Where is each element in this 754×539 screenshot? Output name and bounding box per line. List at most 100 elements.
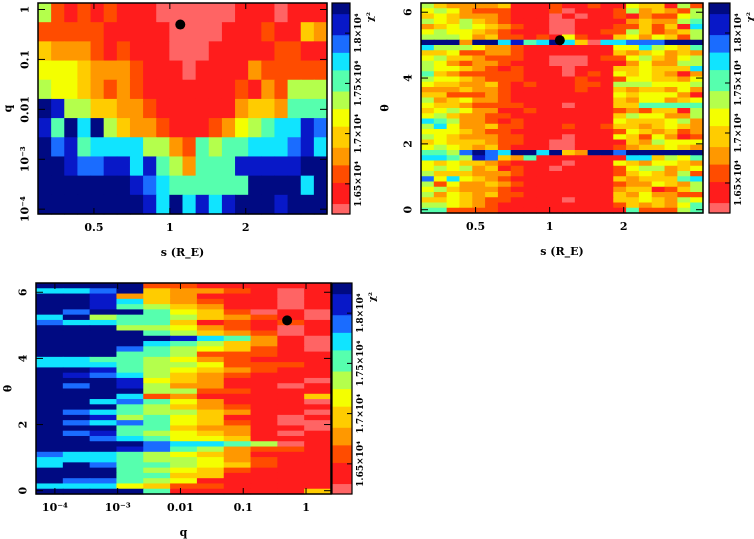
heatmap-cell <box>89 362 118 369</box>
heatmap-cell <box>90 137 105 158</box>
heatmap-cell <box>446 50 461 57</box>
heatmap-cell <box>562 123 576 130</box>
heatmap-cell <box>587 8 602 15</box>
heatmap-cell <box>62 304 91 310</box>
heatmap-cell <box>446 123 461 130</box>
y-tick-label: 0 <box>17 487 30 495</box>
heatmap-cell <box>523 165 537 172</box>
colorbar-swatch <box>332 381 352 386</box>
heatmap-cell <box>36 420 64 427</box>
heatmap-cell <box>536 55 550 62</box>
heatmap-cell <box>250 319 278 326</box>
heatmap-cell <box>459 129 473 135</box>
heatmap-cell <box>143 451 171 458</box>
heatmap-cell <box>196 288 225 295</box>
heatmap-cell <box>446 39 461 46</box>
heatmap-cell <box>116 156 131 177</box>
heatmap-cell <box>36 399 64 405</box>
heatmap-cell <box>549 24 563 30</box>
heatmap-cell <box>523 102 537 109</box>
heatmap-cell <box>170 414 198 421</box>
heatmap-cell <box>116 293 144 300</box>
x-tick-label: 0.1 <box>234 501 253 514</box>
heatmap-cell <box>459 144 473 151</box>
heatmap-cell <box>651 134 666 141</box>
heatmap-cell <box>638 202 653 209</box>
heatmap-cell <box>523 192 537 198</box>
heatmap-cell <box>221 118 236 138</box>
heatmap-cell <box>549 129 563 135</box>
heatmap-cell <box>77 41 92 62</box>
heatmap-cell <box>277 441 305 448</box>
heatmap-cell <box>156 3 170 23</box>
heatmap-cell <box>690 81 704 88</box>
heatmap-cell <box>421 144 435 151</box>
heatmap-cell <box>143 325 171 332</box>
heatmap-cell <box>250 304 278 310</box>
heatmap-cell <box>485 150 499 156</box>
heatmap-cell <box>304 388 332 395</box>
heatmap-cell <box>62 367 91 374</box>
y-tick-label: 10⁻³ <box>19 146 32 172</box>
heatmap-cell <box>433 134 448 141</box>
heatmap-cell <box>497 60 512 67</box>
heatmap-cell <box>472 45 486 51</box>
heatmap-cell <box>472 76 486 83</box>
heatmap-cell <box>574 113 589 120</box>
heatmap-cell <box>250 420 278 427</box>
heatmap-cell <box>510 102 525 109</box>
heatmap-cell <box>613 123 627 130</box>
heatmap-cell <box>170 404 198 411</box>
heatmap-cell <box>600 60 614 67</box>
heatmap-cell <box>170 457 198 463</box>
heatmap-cell <box>51 60 65 81</box>
heatmap-cell <box>304 472 332 479</box>
heatmap-cell <box>651 60 666 67</box>
colorbar-swatch <box>332 437 352 442</box>
heatmap-cell <box>677 8 691 15</box>
heatmap-cell <box>36 330 64 337</box>
y-tick-label: 1 <box>19 6 32 14</box>
heatmap-cell <box>690 155 704 162</box>
heatmap-cell <box>459 197 473 204</box>
heatmap-cell <box>651 13 666 20</box>
plot-theta-vs-q: 10⁻⁴ 10⁻³ 0.01 0.1 1 0 2 4 6 q θ 1.65×10⁴ 1.7×10⁴ 1.7… <box>0 270 377 539</box>
heatmap-cell <box>250 483 278 490</box>
heatmap-cell <box>89 283 118 289</box>
colorbar-frame <box>331 282 353 495</box>
heatmap-cell <box>562 92 576 99</box>
heatmap-cell <box>250 335 278 342</box>
heatmap-cell <box>170 330 198 337</box>
heatmap-cell <box>304 425 332 432</box>
heatmap-cell <box>562 97 576 104</box>
heatmap-cell <box>196 404 225 411</box>
heatmap-cell <box>51 79 65 100</box>
heatmap-cell <box>62 309 91 316</box>
heatmap-cell <box>196 319 225 326</box>
heatmap-cell <box>626 139 640 146</box>
heatmap-cell <box>626 160 640 167</box>
heatmap-cell <box>485 92 499 99</box>
heatmap-cell <box>587 123 602 130</box>
heatmap-cell <box>208 22 223 42</box>
heatmap-cell <box>277 383 305 390</box>
y-tick-label: 0.1 <box>19 50 32 69</box>
heatmap-cell <box>562 50 576 57</box>
heatmap-cell <box>459 29 473 36</box>
colorbar-swatch <box>332 83 350 88</box>
heatmap-cell <box>600 129 614 135</box>
heatmap-cell <box>250 472 278 479</box>
heatmap-cell <box>626 50 640 57</box>
heatmap-cell <box>433 97 448 104</box>
heatmap-cell <box>36 388 64 395</box>
colorbar-swatch <box>709 31 730 36</box>
colorbar-swatch <box>332 45 350 50</box>
heatmap-cell <box>196 341 225 347</box>
heatmap-cell <box>446 102 461 109</box>
heatmap-cell <box>600 186 614 193</box>
heatmap-cell <box>223 298 252 305</box>
heatmap-cell <box>287 41 302 62</box>
heatmap-cell <box>116 309 144 316</box>
heatmap-cell <box>690 92 704 99</box>
